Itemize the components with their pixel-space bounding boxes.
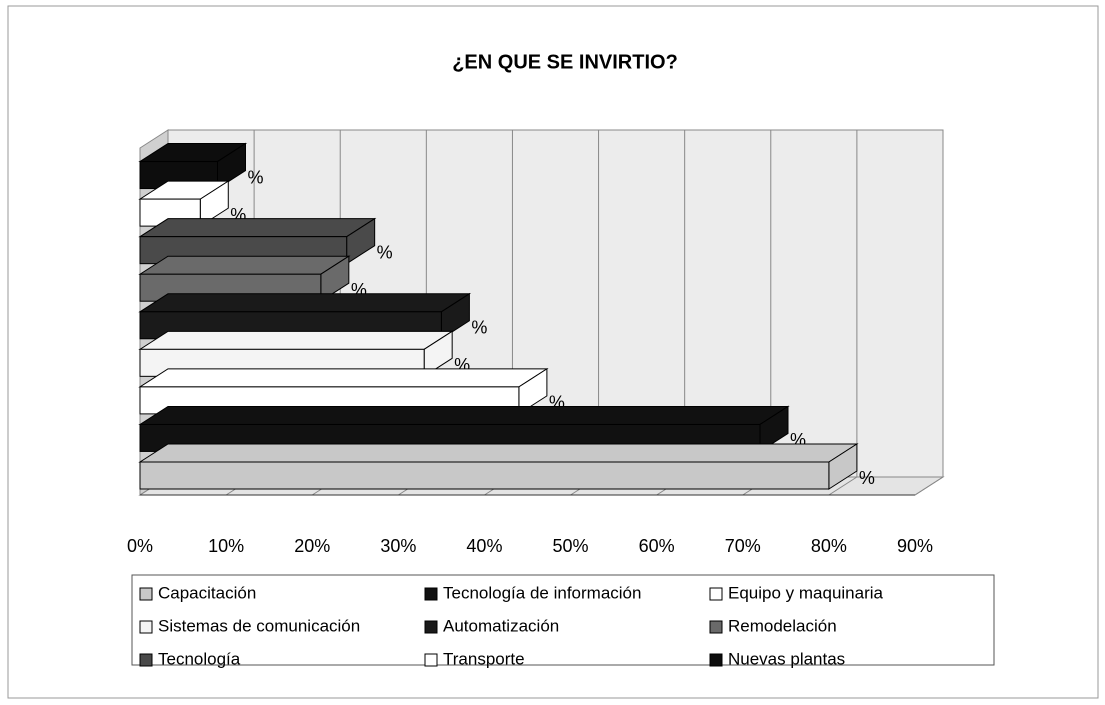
legend-swatch — [424, 620, 438, 634]
legend-label: Tecnología — [158, 649, 241, 668]
x-tick-label: 30% — [380, 536, 416, 556]
bar-top — [138, 255, 351, 275]
legend-label: Automatización — [443, 616, 559, 635]
bar — [138, 180, 230, 228]
legend-label: Remodelación — [728, 616, 837, 635]
x-tick-label: 20% — [294, 536, 330, 556]
legend-swatch — [424, 653, 438, 667]
value-label: % — [248, 167, 264, 187]
legend-swatch — [709, 587, 723, 601]
grid-line — [914, 476, 944, 496]
x-tick-label: 90% — [897, 536, 933, 556]
value-label: % — [859, 468, 875, 488]
x-tick-label: 50% — [553, 536, 589, 556]
bar-top — [138, 368, 549, 388]
x-tick-label: 60% — [639, 536, 675, 556]
grid-line — [828, 476, 858, 496]
x-tick-label: 0% — [127, 536, 153, 556]
legend-label: Nuevas plantas — [728, 649, 845, 668]
bar-top — [138, 330, 454, 350]
legend-swatch — [139, 587, 153, 601]
x-tick-label: 10% — [208, 536, 244, 556]
x-tick-label: 40% — [466, 536, 502, 556]
legend-swatch — [139, 620, 153, 634]
bar-top — [138, 405, 790, 425]
legend-box — [131, 574, 995, 666]
legend-label: Tecnología de información — [443, 583, 641, 602]
legend-label: Capacitación — [158, 583, 256, 602]
legend-swatch — [139, 653, 153, 667]
legend-label: Sistemas de comunicación — [158, 616, 360, 635]
bar-top — [138, 443, 859, 463]
legend-label: Equipo y maquinaria — [728, 583, 884, 602]
bar — [138, 443, 859, 490]
value-label: % — [471, 318, 487, 338]
x-tick-label: 70% — [725, 536, 761, 556]
bar-top — [138, 218, 377, 238]
legend-swatch — [709, 653, 723, 667]
value-label: % — [377, 242, 393, 262]
legend-swatch — [709, 620, 723, 634]
legend-swatch — [424, 587, 438, 601]
x-tick-label: 80% — [811, 536, 847, 556]
chart-title: ¿EN QUE SE INVIRTIO? — [452, 51, 678, 73]
bar-top — [138, 293, 472, 313]
bar-front — [139, 461, 830, 490]
legend-label: Transporte — [443, 649, 525, 668]
